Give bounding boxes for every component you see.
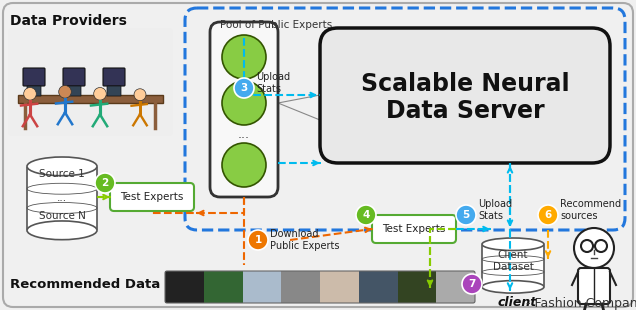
Ellipse shape: [27, 157, 97, 176]
Bar: [320, 271, 359, 303]
Circle shape: [134, 89, 146, 101]
Text: ...: ...: [57, 193, 67, 203]
Circle shape: [93, 87, 106, 100]
Text: Scalable Neural
Data Server: Scalable Neural Data Server: [361, 72, 569, 123]
Text: Source N: Source N: [39, 211, 85, 221]
Text: Upload
Stats: Upload Stats: [478, 199, 512, 221]
FancyBboxPatch shape: [482, 244, 544, 287]
Circle shape: [222, 143, 266, 187]
Text: Download
Public Experts: Download Public Experts: [270, 229, 340, 251]
Ellipse shape: [482, 281, 544, 293]
Circle shape: [581, 240, 593, 252]
FancyBboxPatch shape: [372, 215, 456, 243]
FancyBboxPatch shape: [27, 86, 41, 96]
Text: Data Providers: Data Providers: [10, 14, 127, 28]
FancyBboxPatch shape: [23, 68, 45, 86]
FancyBboxPatch shape: [103, 68, 125, 86]
Text: - Fashion Company: - Fashion Company: [522, 296, 636, 309]
Text: client: client: [498, 296, 537, 309]
Circle shape: [456, 205, 476, 225]
Text: 1: 1: [254, 235, 261, 245]
Circle shape: [595, 240, 607, 252]
Circle shape: [95, 173, 115, 193]
Circle shape: [462, 274, 482, 294]
FancyBboxPatch shape: [18, 95, 163, 103]
Bar: [359, 271, 398, 303]
Text: 3: 3: [240, 83, 247, 93]
Circle shape: [574, 228, 614, 268]
Text: Test Experts: Test Experts: [382, 224, 446, 234]
FancyBboxPatch shape: [3, 3, 633, 307]
Text: Test Experts: Test Experts: [120, 192, 184, 202]
FancyBboxPatch shape: [63, 68, 85, 86]
Ellipse shape: [27, 221, 97, 240]
Bar: [204, 271, 242, 303]
Circle shape: [538, 205, 558, 225]
Bar: [281, 271, 320, 303]
Text: Upload
Stats: Upload Stats: [256, 72, 290, 94]
Bar: [242, 271, 281, 303]
Circle shape: [24, 87, 36, 100]
Text: Source 1: Source 1: [39, 169, 85, 179]
Text: 5: 5: [462, 210, 469, 220]
Text: Recommend
sources: Recommend sources: [560, 199, 621, 221]
FancyBboxPatch shape: [67, 86, 81, 96]
Circle shape: [222, 81, 266, 125]
FancyBboxPatch shape: [320, 28, 610, 163]
Text: 6: 6: [544, 210, 551, 220]
FancyBboxPatch shape: [27, 166, 97, 230]
FancyBboxPatch shape: [8, 28, 173, 136]
Circle shape: [222, 35, 266, 79]
Circle shape: [248, 230, 268, 250]
Bar: [165, 271, 204, 303]
FancyBboxPatch shape: [210, 22, 278, 197]
FancyBboxPatch shape: [578, 268, 610, 304]
Text: 7: 7: [468, 279, 476, 289]
Text: 2: 2: [101, 178, 109, 188]
Text: 4: 4: [363, 210, 370, 220]
Text: ...: ...: [238, 129, 250, 141]
Ellipse shape: [482, 238, 544, 250]
Text: Pool of Public Experts: Pool of Public Experts: [220, 20, 332, 30]
Circle shape: [356, 205, 376, 225]
Circle shape: [59, 86, 71, 98]
FancyBboxPatch shape: [107, 86, 121, 96]
Bar: [436, 271, 475, 303]
FancyBboxPatch shape: [110, 183, 194, 211]
Bar: [398, 271, 436, 303]
Text: Recommended Data: Recommended Data: [10, 277, 160, 290]
Text: Client
Dataset: Client Dataset: [492, 250, 534, 272]
Circle shape: [234, 78, 254, 98]
